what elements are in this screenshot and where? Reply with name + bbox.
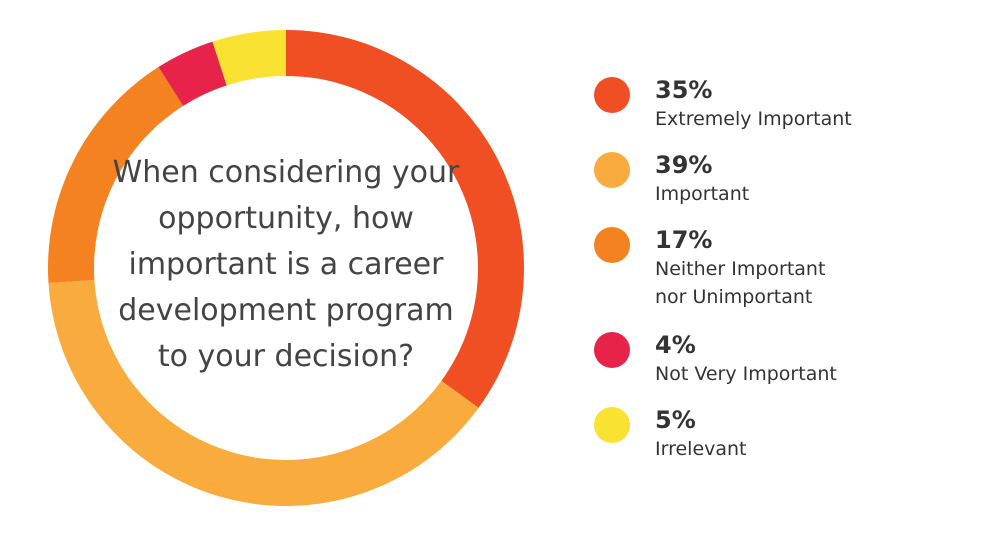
donut-segment <box>48 280 479 507</box>
legend-entry: 39% Important <box>655 150 915 208</box>
legend-value: 17% <box>655 226 713 254</box>
legend-swatch <box>594 77 630 113</box>
donut-segment <box>47 67 184 283</box>
legend-entry: 17% Neither Important nor Unimportant <box>655 225 915 311</box>
chart-title: When considering your opportunity, how i… <box>112 155 460 374</box>
legend-entry: 5% Irrelevant <box>655 405 915 463</box>
legend-swatch <box>594 332 630 368</box>
legend-swatch <box>594 152 630 188</box>
legend-label: Not Very Important <box>655 363 837 385</box>
legend-swatch <box>594 407 630 443</box>
legend-label: Important <box>655 183 750 205</box>
legend-value: 39% <box>655 151 713 179</box>
donut-segment <box>212 30 286 86</box>
donut-segment <box>286 30 524 408</box>
legend-swatch <box>594 227 630 263</box>
legend-entry: 35% Extremely Important <box>655 75 915 133</box>
legend-label: Neither Important nor Unimportant <box>655 258 826 308</box>
legend-label: Irrelevant <box>655 438 747 460</box>
legend-value: 4% <box>655 331 696 359</box>
legend-value: 35% <box>655 76 713 104</box>
legend-value: 5% <box>655 406 696 434</box>
legend-entry: 4% Not Very Important <box>655 330 915 388</box>
legend-label: Extremely Important <box>655 108 852 130</box>
donut-segment <box>158 41 227 106</box>
